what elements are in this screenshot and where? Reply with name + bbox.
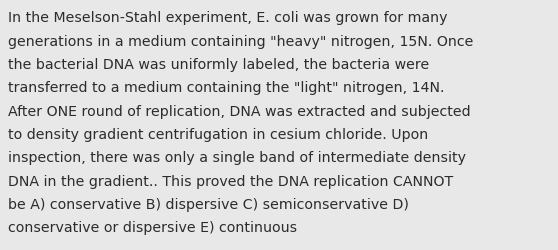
Text: the bacterial DNA was uniformly labeled, the bacteria were: the bacterial DNA was uniformly labeled,… bbox=[8, 58, 430, 72]
Text: be A) conservative B) dispersive C) semiconservative D): be A) conservative B) dispersive C) semi… bbox=[8, 197, 409, 211]
Text: inspection, there was only a single band of intermediate density: inspection, there was only a single band… bbox=[8, 151, 466, 165]
Text: to density gradient centrifugation in cesium chloride. Upon: to density gradient centrifugation in ce… bbox=[8, 128, 429, 141]
Text: In the Meselson-Stahl experiment, E. coli was grown for many: In the Meselson-Stahl experiment, E. col… bbox=[8, 11, 448, 25]
Text: transferred to a medium containing the "light" nitrogen, 14N.: transferred to a medium containing the "… bbox=[8, 81, 445, 95]
Text: After ONE round of replication, DNA was extracted and subjected: After ONE round of replication, DNA was … bbox=[8, 104, 471, 118]
Text: generations in a medium containing "heavy" nitrogen, 15N. Once: generations in a medium containing "heav… bbox=[8, 34, 474, 48]
Text: DNA in the gradient.. This proved the DNA replication CANNOT: DNA in the gradient.. This proved the DN… bbox=[8, 174, 454, 188]
Text: conservative or dispersive E) continuous: conservative or dispersive E) continuous bbox=[8, 220, 297, 234]
